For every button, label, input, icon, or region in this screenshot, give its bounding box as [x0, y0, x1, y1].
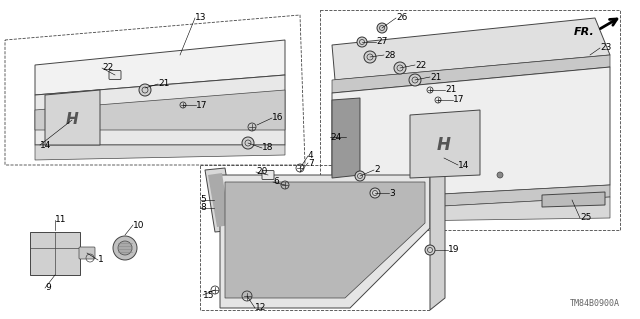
Circle shape	[242, 137, 254, 149]
Circle shape	[409, 74, 421, 86]
Circle shape	[425, 245, 435, 255]
Polygon shape	[332, 55, 610, 93]
Text: 19: 19	[448, 246, 460, 255]
Text: 11: 11	[55, 216, 67, 225]
Polygon shape	[225, 182, 425, 298]
Text: 17: 17	[196, 100, 207, 109]
Text: 27: 27	[376, 38, 387, 47]
Text: 14: 14	[40, 140, 51, 150]
FancyBboxPatch shape	[262, 170, 274, 180]
Polygon shape	[208, 173, 230, 227]
Text: 26: 26	[396, 13, 408, 23]
Text: 5: 5	[200, 196, 205, 204]
Text: 8: 8	[200, 204, 205, 212]
Text: TM84B0900A: TM84B0900A	[570, 299, 620, 308]
Circle shape	[139, 84, 151, 96]
Text: H: H	[437, 136, 451, 154]
Text: 18: 18	[262, 144, 273, 152]
Circle shape	[394, 62, 406, 74]
Polygon shape	[35, 145, 285, 160]
Polygon shape	[430, 175, 445, 310]
Circle shape	[113, 236, 137, 260]
Text: 15: 15	[203, 291, 214, 300]
Text: 13: 13	[195, 13, 207, 23]
Text: 3: 3	[389, 189, 395, 197]
Polygon shape	[205, 168, 235, 232]
Polygon shape	[410, 110, 480, 178]
Circle shape	[364, 51, 376, 63]
Circle shape	[377, 23, 387, 33]
Polygon shape	[220, 175, 430, 308]
Polygon shape	[30, 232, 80, 275]
Text: 9: 9	[45, 284, 51, 293]
Circle shape	[355, 171, 365, 181]
Polygon shape	[332, 185, 610, 212]
Text: 6: 6	[273, 177, 279, 187]
Text: 21: 21	[430, 72, 442, 81]
Polygon shape	[332, 197, 610, 222]
Circle shape	[370, 188, 380, 198]
Text: 10: 10	[133, 220, 145, 229]
Polygon shape	[332, 18, 610, 80]
Text: FR.: FR.	[574, 27, 595, 37]
Text: 16: 16	[272, 114, 284, 122]
Text: 25: 25	[580, 213, 591, 222]
Text: 22: 22	[102, 63, 113, 72]
Circle shape	[497, 172, 503, 178]
Text: H: H	[66, 113, 78, 128]
Polygon shape	[45, 90, 100, 145]
Text: 28: 28	[384, 50, 396, 60]
Text: 7: 7	[308, 159, 314, 167]
Text: 17: 17	[453, 95, 465, 105]
Text: 24: 24	[330, 132, 341, 142]
Polygon shape	[332, 98, 360, 178]
FancyBboxPatch shape	[79, 247, 95, 259]
Text: 12: 12	[255, 303, 266, 313]
Polygon shape	[542, 192, 605, 207]
Polygon shape	[332, 67, 610, 200]
Text: 4: 4	[308, 152, 314, 160]
Polygon shape	[35, 75, 285, 145]
Text: 22: 22	[415, 61, 426, 70]
Text: 23: 23	[600, 43, 611, 53]
Text: 20: 20	[256, 167, 268, 176]
FancyBboxPatch shape	[109, 70, 121, 79]
Polygon shape	[35, 40, 285, 95]
Text: 21: 21	[445, 85, 456, 94]
Circle shape	[118, 241, 132, 255]
Circle shape	[357, 37, 367, 47]
Text: 2: 2	[374, 166, 380, 174]
Polygon shape	[35, 90, 285, 130]
Text: 1: 1	[98, 256, 104, 264]
Text: 21: 21	[158, 79, 170, 88]
Text: 14: 14	[458, 160, 469, 169]
